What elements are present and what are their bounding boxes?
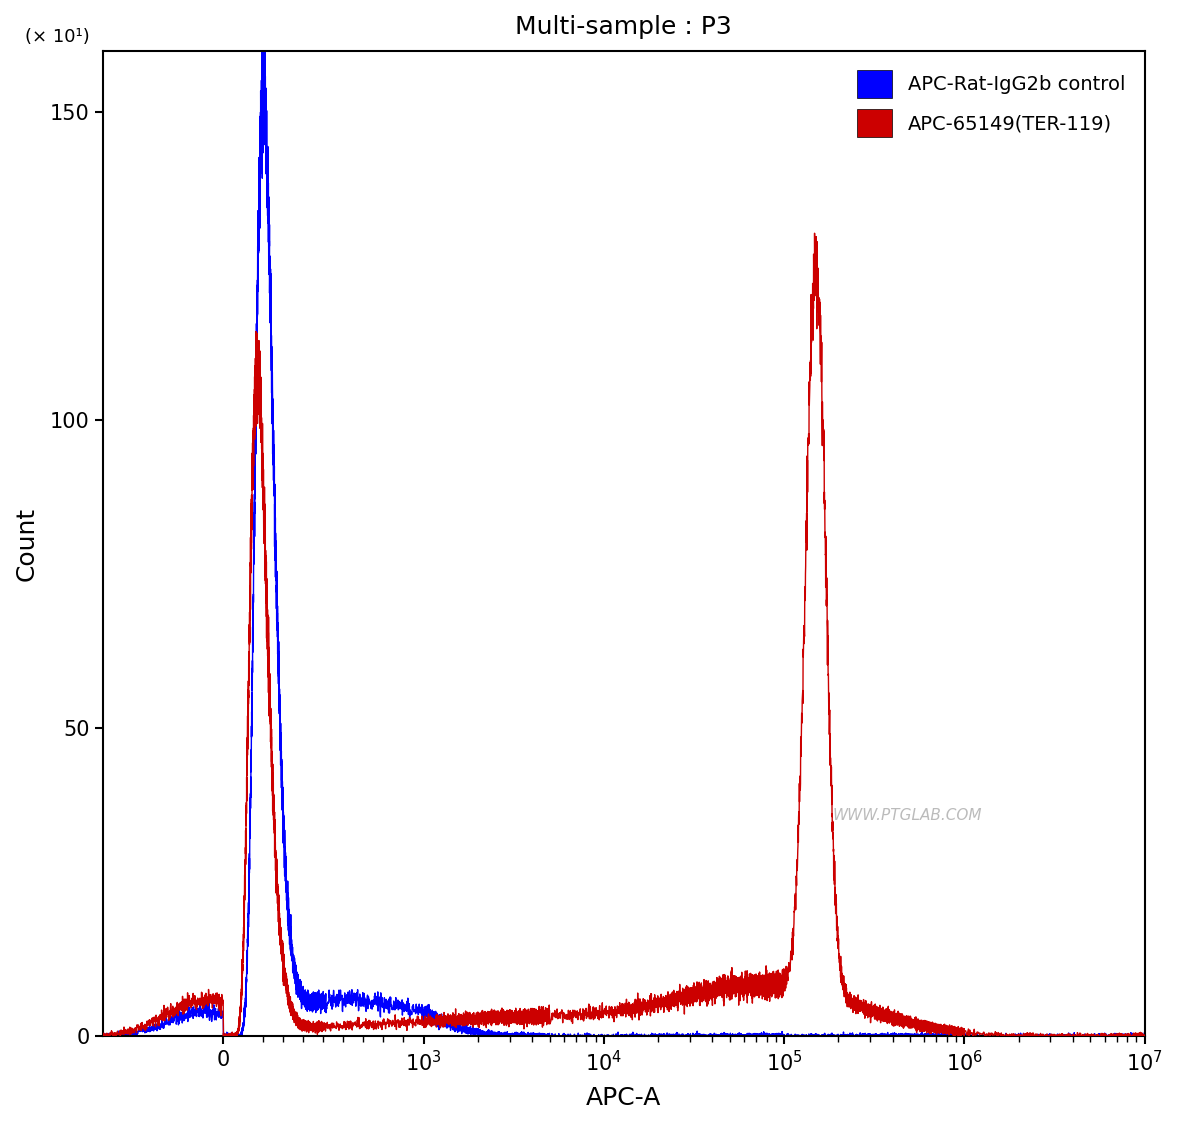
Text: WWW.PTGLAB.COM: WWW.PTGLAB.COM [832,808,981,822]
Title: Multi-sample : P3: Multi-sample : P3 [516,15,733,39]
X-axis label: APC-A: APC-A [587,1086,662,1110]
Text: (× 10¹): (× 10¹) [25,28,90,46]
Legend: APC-Rat-IgG2b control, APC-65149(TER-119): APC-Rat-IgG2b control, APC-65149(TER-119… [847,61,1134,146]
Y-axis label: Count: Count [15,506,39,580]
